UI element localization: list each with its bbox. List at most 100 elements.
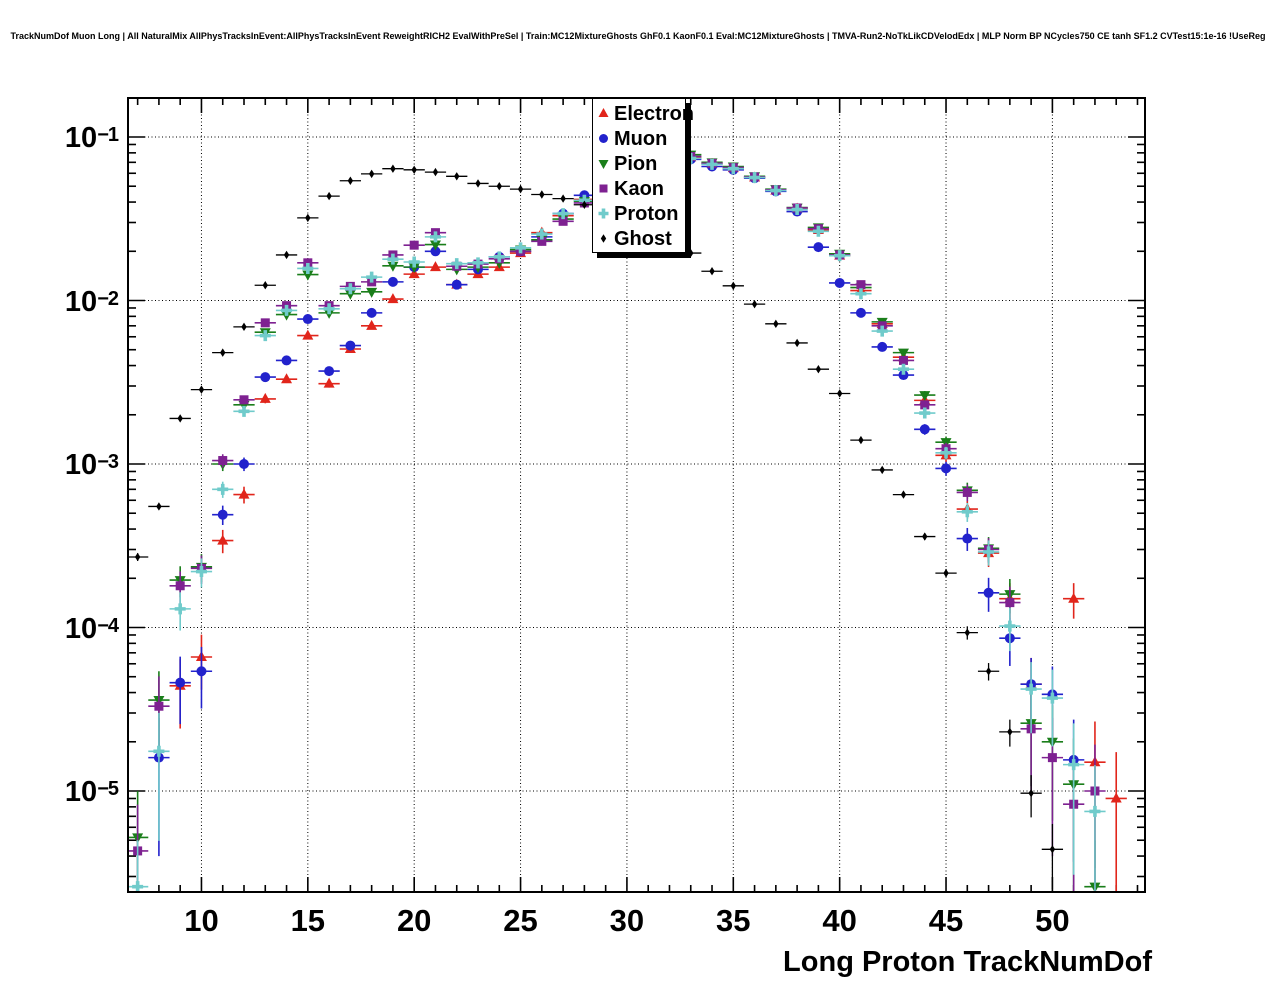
marker-circle [599,134,608,143]
marker-diamond [347,176,354,185]
marker-triangle-up [598,108,609,117]
marker-plus [706,158,718,170]
x-axis-label-30: 30 [609,903,645,938]
marker-plus [791,204,803,216]
marker-plus [281,304,293,316]
marker-diamond [730,281,736,291]
marker-circle [260,372,271,383]
marker-plus [259,330,271,342]
marker-diamond [390,164,396,173]
marker-triangle-down [302,270,314,281]
marker-plus [876,325,888,337]
marker-triangle-down [344,289,356,300]
legend-marker-electron [598,108,609,117]
marker-square [303,258,313,268]
marker-square [409,240,419,250]
marker-square [1047,753,1057,763]
marker-plus [727,163,739,175]
marker-diamond [688,248,694,258]
x-axis-label-50: 50 [1035,903,1070,938]
marker-triangle-up [217,534,229,545]
marker-triangle-down [387,261,399,272]
marker-plus [557,208,569,220]
marker-plus [238,405,250,417]
marker-square [920,400,930,410]
marker-plus [749,172,761,184]
marker-plus [598,208,609,219]
marker-diamond [305,213,311,223]
y-axis-label-1e-5: 10−5 [64,776,119,808]
marker-diamond [794,338,800,348]
marker-plus [132,881,144,893]
marker-plus [408,256,420,268]
legend-label-pion: Pion [614,152,658,175]
x-axis-label-25: 25 [503,903,538,938]
marker-plus [451,258,463,270]
marker-square [154,701,164,711]
marker-circle [941,463,952,474]
marker-diamond [198,385,205,394]
marker-diamond [241,322,247,332]
legend-entry-ghost: Ghost [596,226,672,251]
marker-diamond [368,169,375,179]
marker-plus [1004,620,1016,632]
marker-triangle-down [366,287,378,298]
marker-diamond [773,319,779,329]
marker-diamond [751,299,758,309]
marker-circle [281,355,292,366]
marker-circle [345,340,356,351]
marker-diamond [177,414,183,423]
marker-plus [366,271,378,283]
marker-plus [174,603,186,615]
marker-circle [919,424,930,435]
marker-triangle-down [897,348,909,359]
x-axis-label-45: 45 [928,903,964,938]
marker-diamond [432,167,439,177]
marker-plus [472,257,484,269]
marker-plus [493,251,505,263]
plot-title: TrackNumDof Muon Long | All NaturalMix A… [10,31,1266,41]
marker-plus [1025,683,1037,695]
marker-diamond [858,435,864,445]
marker-plus [685,152,697,164]
marker-diamond [475,179,481,188]
legend-box: Electron Muon Pion Kaon Proton Ghost [592,98,694,253]
marker-diamond [964,628,971,637]
marker-plus [536,228,548,240]
marker-square [260,318,270,328]
marker-triangle-down [598,160,609,169]
x-axis-label-20: 20 [396,903,432,938]
marker-triangle-up [366,319,378,330]
marker-plus [217,483,229,495]
marker-square [1005,598,1015,608]
marker-diamond [815,365,822,374]
x-axis-label-10: 10 [184,903,219,938]
marker-circle [898,370,909,381]
legend-entry-kaon: Kaon [596,176,664,201]
series-proton [127,152,1106,893]
marker-square [962,487,972,497]
marker-triangle-up [387,293,399,304]
legend-label-ghost: Ghost [614,227,672,250]
marker-plus [812,225,824,237]
legend-entry-muon: Muon [596,126,667,151]
marker-plus [834,250,846,262]
legend-label-muon: Muon [614,127,668,150]
x-axis-label-40: 40 [822,903,857,938]
marker-diamond [134,552,141,562]
marker-diamond [1028,788,1034,798]
marker-circle [451,279,462,290]
marker-square [856,280,866,290]
y-axis-label-1e-3: 10−3 [64,449,119,481]
marker-square [218,456,228,466]
marker-plus [153,745,165,757]
marker-diamond [262,281,268,290]
marker-plus [770,185,782,197]
marker-plus [855,288,867,300]
y-axis-label-1e-1: 10−1 [64,122,119,154]
legend-label-electron: Electron [614,102,695,125]
marker-plus [983,546,995,558]
x-axis-label-35: 35 [716,903,751,938]
marker-diamond [156,502,162,511]
marker-diamond [943,568,949,578]
